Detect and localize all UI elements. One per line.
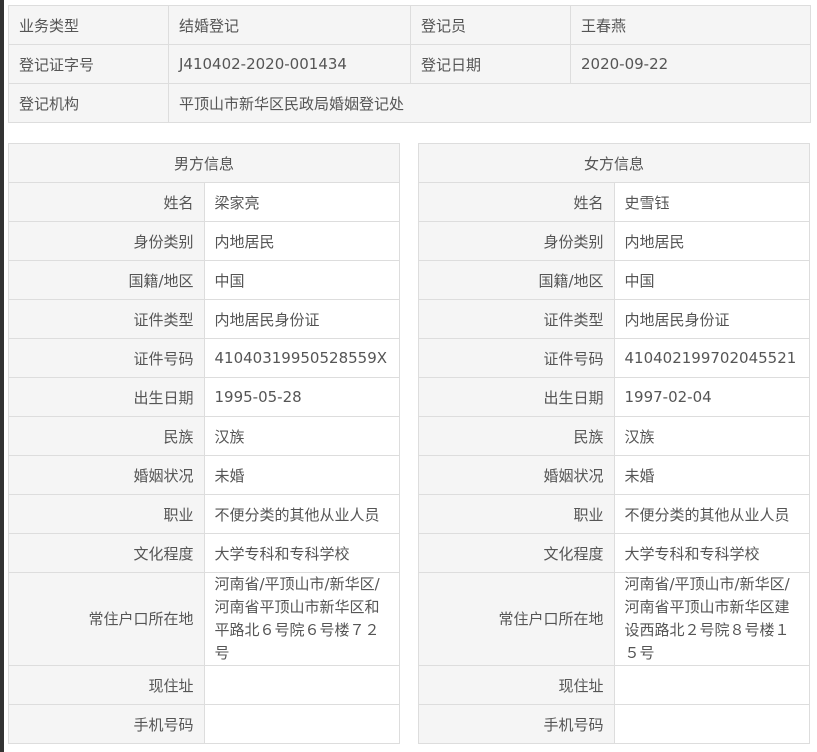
table-row: 民族 汉族 bbox=[8, 416, 400, 456]
field-value: 内地居民 bbox=[203, 221, 400, 261]
field-value: 内地居民 bbox=[613, 221, 810, 261]
field-label: 证件号码 bbox=[418, 338, 615, 378]
field-value: 41040319950528559X bbox=[203, 338, 400, 378]
field-label: 手机号码 bbox=[8, 704, 205, 744]
table-row: 证件类型 内地居民身份证 bbox=[8, 299, 400, 339]
table-row: 男方信息 bbox=[8, 143, 400, 183]
table-row: 身份类别 内地居民 bbox=[8, 221, 400, 261]
field-value: 1995-05-28 bbox=[203, 377, 400, 417]
table-row: 出生日期 1997-02-04 bbox=[418, 377, 810, 417]
field-value: 1997-02-04 bbox=[613, 377, 810, 417]
field-label: 现住址 bbox=[418, 665, 615, 705]
field-value: 梁家亮 bbox=[203, 182, 400, 222]
field-label: 姓名 bbox=[8, 182, 205, 222]
table-row: 国籍/地区 中国 bbox=[8, 260, 400, 300]
table-row: 登记证字号 J410402-2020-001434 登记日期 2020-09-2… bbox=[8, 44, 811, 84]
field-value: 大学专科和专科学校 bbox=[203, 533, 400, 573]
table-row: 常住户口所在地 河南省/平顶山市/新华区/河南省平顶山市新华区和平路北６号院６号楼… bbox=[8, 572, 400, 666]
table-row: 手机号码 bbox=[8, 704, 400, 744]
field-label: 常住户口所在地 bbox=[418, 572, 615, 666]
field-value: 中国 bbox=[203, 260, 400, 300]
female-info-header: 女方信息 bbox=[418, 143, 810, 183]
table-row: 身份类别 内地居民 bbox=[418, 221, 810, 261]
table-row: 婚姻状况 未婚 bbox=[418, 455, 810, 495]
table-row: 证件类型 内地居民身份证 bbox=[418, 299, 810, 339]
table-row: 女方信息 bbox=[418, 143, 810, 183]
field-label: 职业 bbox=[8, 494, 205, 534]
certificate-number-label: 登记证字号 bbox=[8, 44, 169, 84]
field-label: 婚姻状况 bbox=[8, 455, 205, 495]
office-label: 登记机构 bbox=[8, 83, 169, 123]
field-label: 手机号码 bbox=[418, 704, 615, 744]
field-label: 证件类型 bbox=[418, 299, 615, 339]
field-value: 汉族 bbox=[203, 416, 400, 456]
field-value: 河南省/平顶山市/新华区/河南省平顶山市新华区建设西路北２号院８号楼１５号 bbox=[613, 572, 810, 666]
table-row: 现住址 bbox=[8, 665, 400, 705]
field-value: 大学专科和专科学校 bbox=[613, 533, 810, 573]
field-label: 现住址 bbox=[8, 665, 205, 705]
field-label: 国籍/地区 bbox=[8, 260, 205, 300]
field-value: 汉族 bbox=[613, 416, 810, 456]
field-value: 内地居民身份证 bbox=[613, 299, 810, 339]
table-row: 手机号码 bbox=[418, 704, 810, 744]
table-row: 证件号码 41040319950528559X bbox=[8, 338, 400, 378]
field-label: 婚姻状况 bbox=[418, 455, 615, 495]
table-row: 婚姻状况 未婚 bbox=[8, 455, 400, 495]
registration-summary-table: 业务类型 结婚登记 登记员 王春燕 登记证字号 J410402-2020-001… bbox=[8, 5, 811, 123]
table-row: 国籍/地区 中国 bbox=[418, 260, 810, 300]
table-row: 职业 不便分类的其他从业人员 bbox=[8, 494, 400, 534]
field-label: 文化程度 bbox=[8, 533, 205, 573]
field-value: 410402199702045521 bbox=[613, 338, 810, 378]
window-edge bbox=[0, 0, 4, 752]
field-label: 姓名 bbox=[418, 182, 615, 222]
field-label: 民族 bbox=[8, 416, 205, 456]
table-row: 姓名 史雪钰 bbox=[418, 182, 810, 222]
field-label: 民族 bbox=[418, 416, 615, 456]
certificate-number-value: J410402-2020-001434 bbox=[168, 44, 411, 84]
field-value: 中国 bbox=[613, 260, 810, 300]
registrar-value: 王春燕 bbox=[570, 5, 811, 45]
male-info-table: 男方信息 姓名 梁家亮 身份类别 内地居民 国籍/地区 中国 证件类型 内地居民身份证 证件号码 4… bbox=[8, 143, 400, 744]
business-type-value: 结婚登记 bbox=[168, 5, 411, 45]
field-label: 国籍/地区 bbox=[418, 260, 615, 300]
registration-date-value: 2020-09-22 bbox=[570, 44, 811, 84]
field-value: 未婚 bbox=[613, 455, 810, 495]
field-label: 文化程度 bbox=[418, 533, 615, 573]
field-label: 身份类别 bbox=[8, 221, 205, 261]
table-row: 文化程度 大学专科和专科学校 bbox=[418, 533, 810, 573]
table-row: 姓名 梁家亮 bbox=[8, 182, 400, 222]
table-row: 民族 汉族 bbox=[418, 416, 810, 456]
field-value: 史雪钰 bbox=[613, 182, 810, 222]
field-label: 证件号码 bbox=[8, 338, 205, 378]
field-label: 证件类型 bbox=[8, 299, 205, 339]
male-info-header: 男方信息 bbox=[8, 143, 400, 183]
table-row: 文化程度 大学专科和专科学校 bbox=[8, 533, 400, 573]
table-row: 现住址 bbox=[418, 665, 810, 705]
registration-date-label: 登记日期 bbox=[410, 44, 571, 84]
field-value: 未婚 bbox=[203, 455, 400, 495]
table-row: 登记机构 平顶山市新华区民政局婚姻登记处 bbox=[8, 83, 811, 123]
table-row: 出生日期 1995-05-28 bbox=[8, 377, 400, 417]
table-row: 证件号码 410402199702045521 bbox=[418, 338, 810, 378]
field-label: 出生日期 bbox=[8, 377, 205, 417]
field-value: 不便分类的其他从业人员 bbox=[613, 494, 810, 534]
registrar-label: 登记员 bbox=[410, 5, 571, 45]
table-row: 常住户口所在地 河南省/平顶山市/新华区/河南省平顶山市新华区建设西路北２号院８号… bbox=[418, 572, 810, 666]
field-value bbox=[203, 704, 400, 744]
field-label: 职业 bbox=[418, 494, 615, 534]
field-value: 不便分类的其他从业人员 bbox=[203, 494, 400, 534]
table-row: 职业 不便分类的其他从业人员 bbox=[418, 494, 810, 534]
field-value: 内地居民身份证 bbox=[203, 299, 400, 339]
field-value bbox=[613, 704, 810, 744]
female-info-table: 女方信息 姓名 史雪钰 身份类别 内地居民 国籍/地区 中国 证件类型 内地居民身份证 证件号码 4… bbox=[418, 143, 810, 744]
table-row: 业务类型 结婚登记 登记员 王春燕 bbox=[8, 5, 811, 45]
field-value: 河南省/平顶山市/新华区/河南省平顶山市新华区和平路北６号院６号楼７２号 bbox=[203, 572, 400, 666]
field-value bbox=[613, 665, 810, 705]
field-label: 身份类别 bbox=[418, 221, 615, 261]
field-label: 常住户口所在地 bbox=[8, 572, 205, 666]
business-type-label: 业务类型 bbox=[8, 5, 169, 45]
office-value: 平顶山市新华区民政局婚姻登记处 bbox=[168, 83, 811, 123]
field-label: 出生日期 bbox=[418, 377, 615, 417]
field-value bbox=[203, 665, 400, 705]
